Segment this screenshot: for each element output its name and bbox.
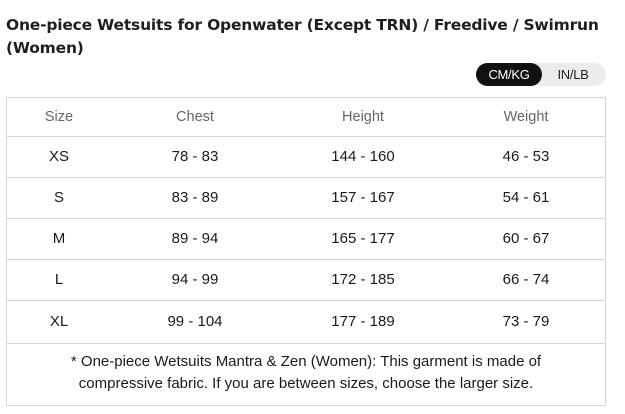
table-row: L 94 - 99 172 - 185 66 - 74 xyxy=(7,260,605,301)
height-cell: 165 - 177 xyxy=(331,230,395,247)
size-note-line: compressive fabric. If you are between s… xyxy=(78,375,534,392)
weight-cell: 46 - 53 xyxy=(502,148,550,165)
size-cell: M xyxy=(52,230,66,247)
chest-cell: 99 - 104 xyxy=(167,313,223,330)
height-cell: 172 - 185 xyxy=(331,271,395,288)
size-chart-table: Size Chest Height Weight XS 78 - 83 144 … xyxy=(6,97,606,406)
unit-cm-kg-button[interactable]: CM/KG xyxy=(476,63,542,86)
table-row: S 83 - 89 157 - 167 54 - 61 xyxy=(7,178,605,219)
header-chest: Chest xyxy=(176,109,214,125)
chest-cell: 89 - 94 xyxy=(171,230,219,247)
height-cell: 157 - 167 xyxy=(331,189,395,206)
size-cell: L xyxy=(54,271,64,288)
size-cell: XL xyxy=(49,313,69,330)
height-cell: 144 - 160 xyxy=(331,148,395,165)
unit-toggle: CM/KG IN/LB xyxy=(476,63,606,86)
table-row: XS 78 - 83 144 - 160 46 - 53 xyxy=(7,137,605,178)
chest-cell: 83 - 89 xyxy=(171,189,219,206)
unit-in-lb-button[interactable]: IN/LB xyxy=(542,63,604,86)
page-title: One-piece Wetsuits for Openwater (Except… xyxy=(6,16,599,57)
size-cell: XS xyxy=(48,148,69,165)
chest-cell: 94 - 99 xyxy=(171,271,219,288)
height-cell: 177 - 189 xyxy=(331,313,395,330)
weight-cell: 60 - 67 xyxy=(502,230,550,247)
table-row: M 89 - 94 165 - 177 60 - 67 xyxy=(7,219,605,260)
header-weight: Weight xyxy=(503,109,549,125)
weight-cell: 73 - 79 xyxy=(502,313,550,330)
chest-cell: 78 - 83 xyxy=(171,148,219,165)
size-note-line: * One-piece Wetsuits Mantra & Zen (Women… xyxy=(70,353,542,370)
header-size: Size xyxy=(44,109,74,125)
header-height: Height xyxy=(342,109,384,125)
size-note: * One-piece Wetsuits Mantra & Zen (Women… xyxy=(7,344,605,406)
weight-cell: 54 - 61 xyxy=(502,189,550,206)
weight-cell: 66 - 74 xyxy=(502,271,550,288)
size-cell: S xyxy=(53,189,64,206)
table-header-row: Size Chest Height Weight xyxy=(7,98,605,137)
table-row: XL 99 - 104 177 - 189 73 - 79 xyxy=(7,301,605,344)
